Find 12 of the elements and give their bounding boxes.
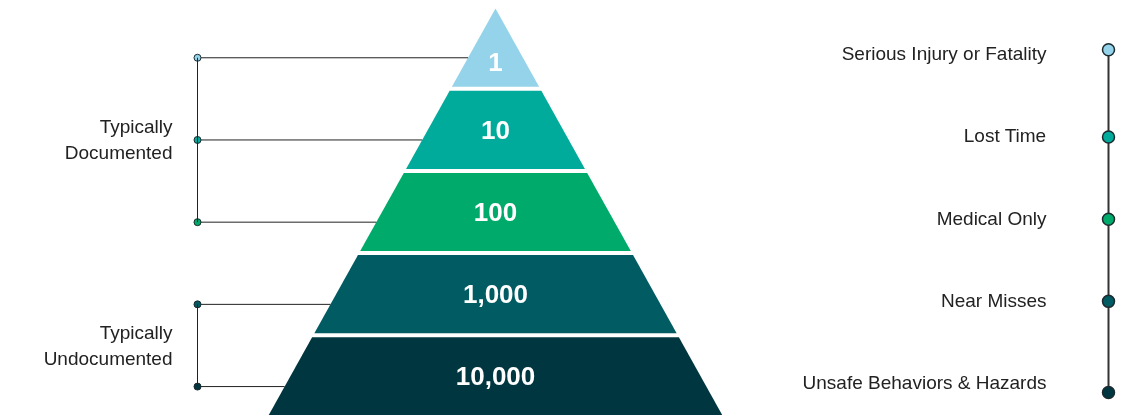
text: Typically Undocumented <box>43 321 173 369</box>
category-label: Unsafe Behaviors & Hazards <box>802 372 1047 394</box>
category-label: Lost Time <box>963 125 1047 147</box>
data-label: 1 <box>488 46 503 77</box>
category-label: Medical Only <box>936 207 1047 229</box>
data-label: 10 <box>481 114 510 145</box>
category-label: Near Misses <box>940 289 1047 311</box>
category-label: Serious Injury or Fatality <box>841 43 1047 65</box>
data-label: 1,000 <box>462 279 529 310</box>
data-label: 100 <box>473 197 518 227</box>
text: Typically Documented <box>64 116 173 164</box>
data-label: 10,000 <box>455 361 536 392</box>
